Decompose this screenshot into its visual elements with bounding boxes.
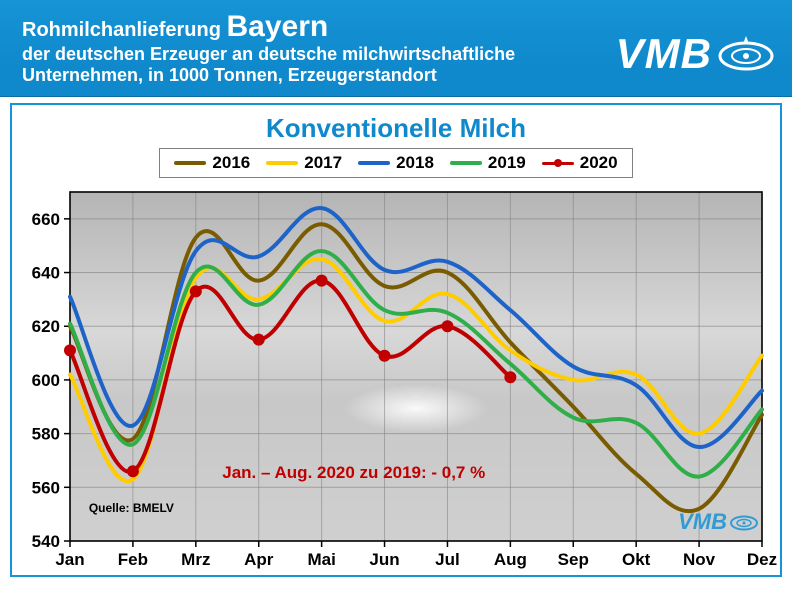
svg-text:Aug: Aug	[494, 550, 527, 569]
svg-text:620: 620	[32, 318, 60, 337]
legend-label: 2020	[580, 153, 618, 173]
legend-swatch	[450, 161, 482, 165]
legend-label: 2019	[488, 153, 526, 173]
mini-vmb-logo-text: VMB	[678, 509, 727, 535]
legend-swatch	[358, 161, 390, 165]
svg-text:580: 580	[32, 425, 60, 444]
legend-item-2019: 2019	[450, 153, 526, 173]
svg-text:Jul: Jul	[435, 550, 460, 569]
legend-label: 2017	[304, 153, 342, 173]
chart-container: Konventionelle Milch 2016 2017 2018 2019 202…	[10, 103, 782, 577]
vmb-logo-icon	[718, 34, 774, 74]
legend-label: 2018	[396, 153, 434, 173]
legend-item-2020: 2020	[542, 153, 618, 173]
vmb-logo: VMB	[616, 30, 774, 78]
svg-text:560: 560	[32, 479, 60, 498]
svg-text:660: 660	[32, 210, 60, 229]
svg-text:Mrz: Mrz	[181, 550, 210, 569]
svg-text:Okt: Okt	[622, 550, 651, 569]
plot-area: 540 560 580 600 620 640 660 Jan Feb Mrz Apr Mai Jun J…	[12, 178, 780, 575]
svg-text:Jan: Jan	[55, 550, 84, 569]
legend-item-2018: 2018	[358, 153, 434, 173]
mini-vmb-logo: VMB	[678, 509, 758, 535]
svg-text:600: 600	[32, 371, 60, 390]
header-banner: Rohmilchanlieferung Bayern der deutschen…	[0, 0, 792, 97]
svg-text:Jun: Jun	[369, 550, 399, 569]
svg-text:Dez: Dez	[747, 550, 777, 569]
chart-annotation: Jan. – Aug. 2020 zu 2019: - 0,7 %	[222, 463, 485, 483]
legend-item-2016: 2016	[174, 153, 250, 173]
plot-svg: 540 560 580 600 620 640 660 Jan Feb Mrz Apr Mai Jun J…	[12, 178, 780, 575]
svg-text:Feb: Feb	[118, 550, 148, 569]
legend: 2016 2017 2018 2019 2020	[159, 148, 632, 178]
legend-item-2017: 2017	[266, 153, 342, 173]
legend-label: 2016	[212, 153, 250, 173]
legend-swatch	[174, 161, 206, 165]
svg-text:640: 640	[32, 264, 60, 283]
title-prefix: Rohmilchanlieferung	[22, 19, 226, 41]
svg-text:Nov: Nov	[683, 550, 716, 569]
legend-swatch	[542, 162, 574, 165]
svg-text:Mai: Mai	[307, 550, 335, 569]
title-region: Bayern	[226, 10, 328, 43]
legend-swatch	[266, 161, 298, 165]
svg-text:Sep: Sep	[558, 550, 589, 569]
vmb-logo-text: VMB	[616, 30, 712, 78]
svg-text:540: 540	[32, 532, 60, 551]
mini-vmb-logo-icon	[730, 512, 758, 532]
source-label: Quelle: BMELV	[89, 501, 174, 515]
svg-text:Apr: Apr	[244, 550, 274, 569]
chart-title: Konventionelle Milch	[266, 113, 526, 144]
